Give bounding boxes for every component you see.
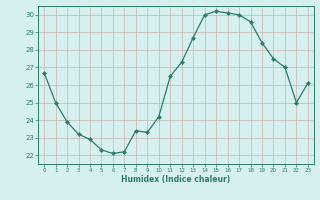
- X-axis label: Humidex (Indice chaleur): Humidex (Indice chaleur): [121, 175, 231, 184]
